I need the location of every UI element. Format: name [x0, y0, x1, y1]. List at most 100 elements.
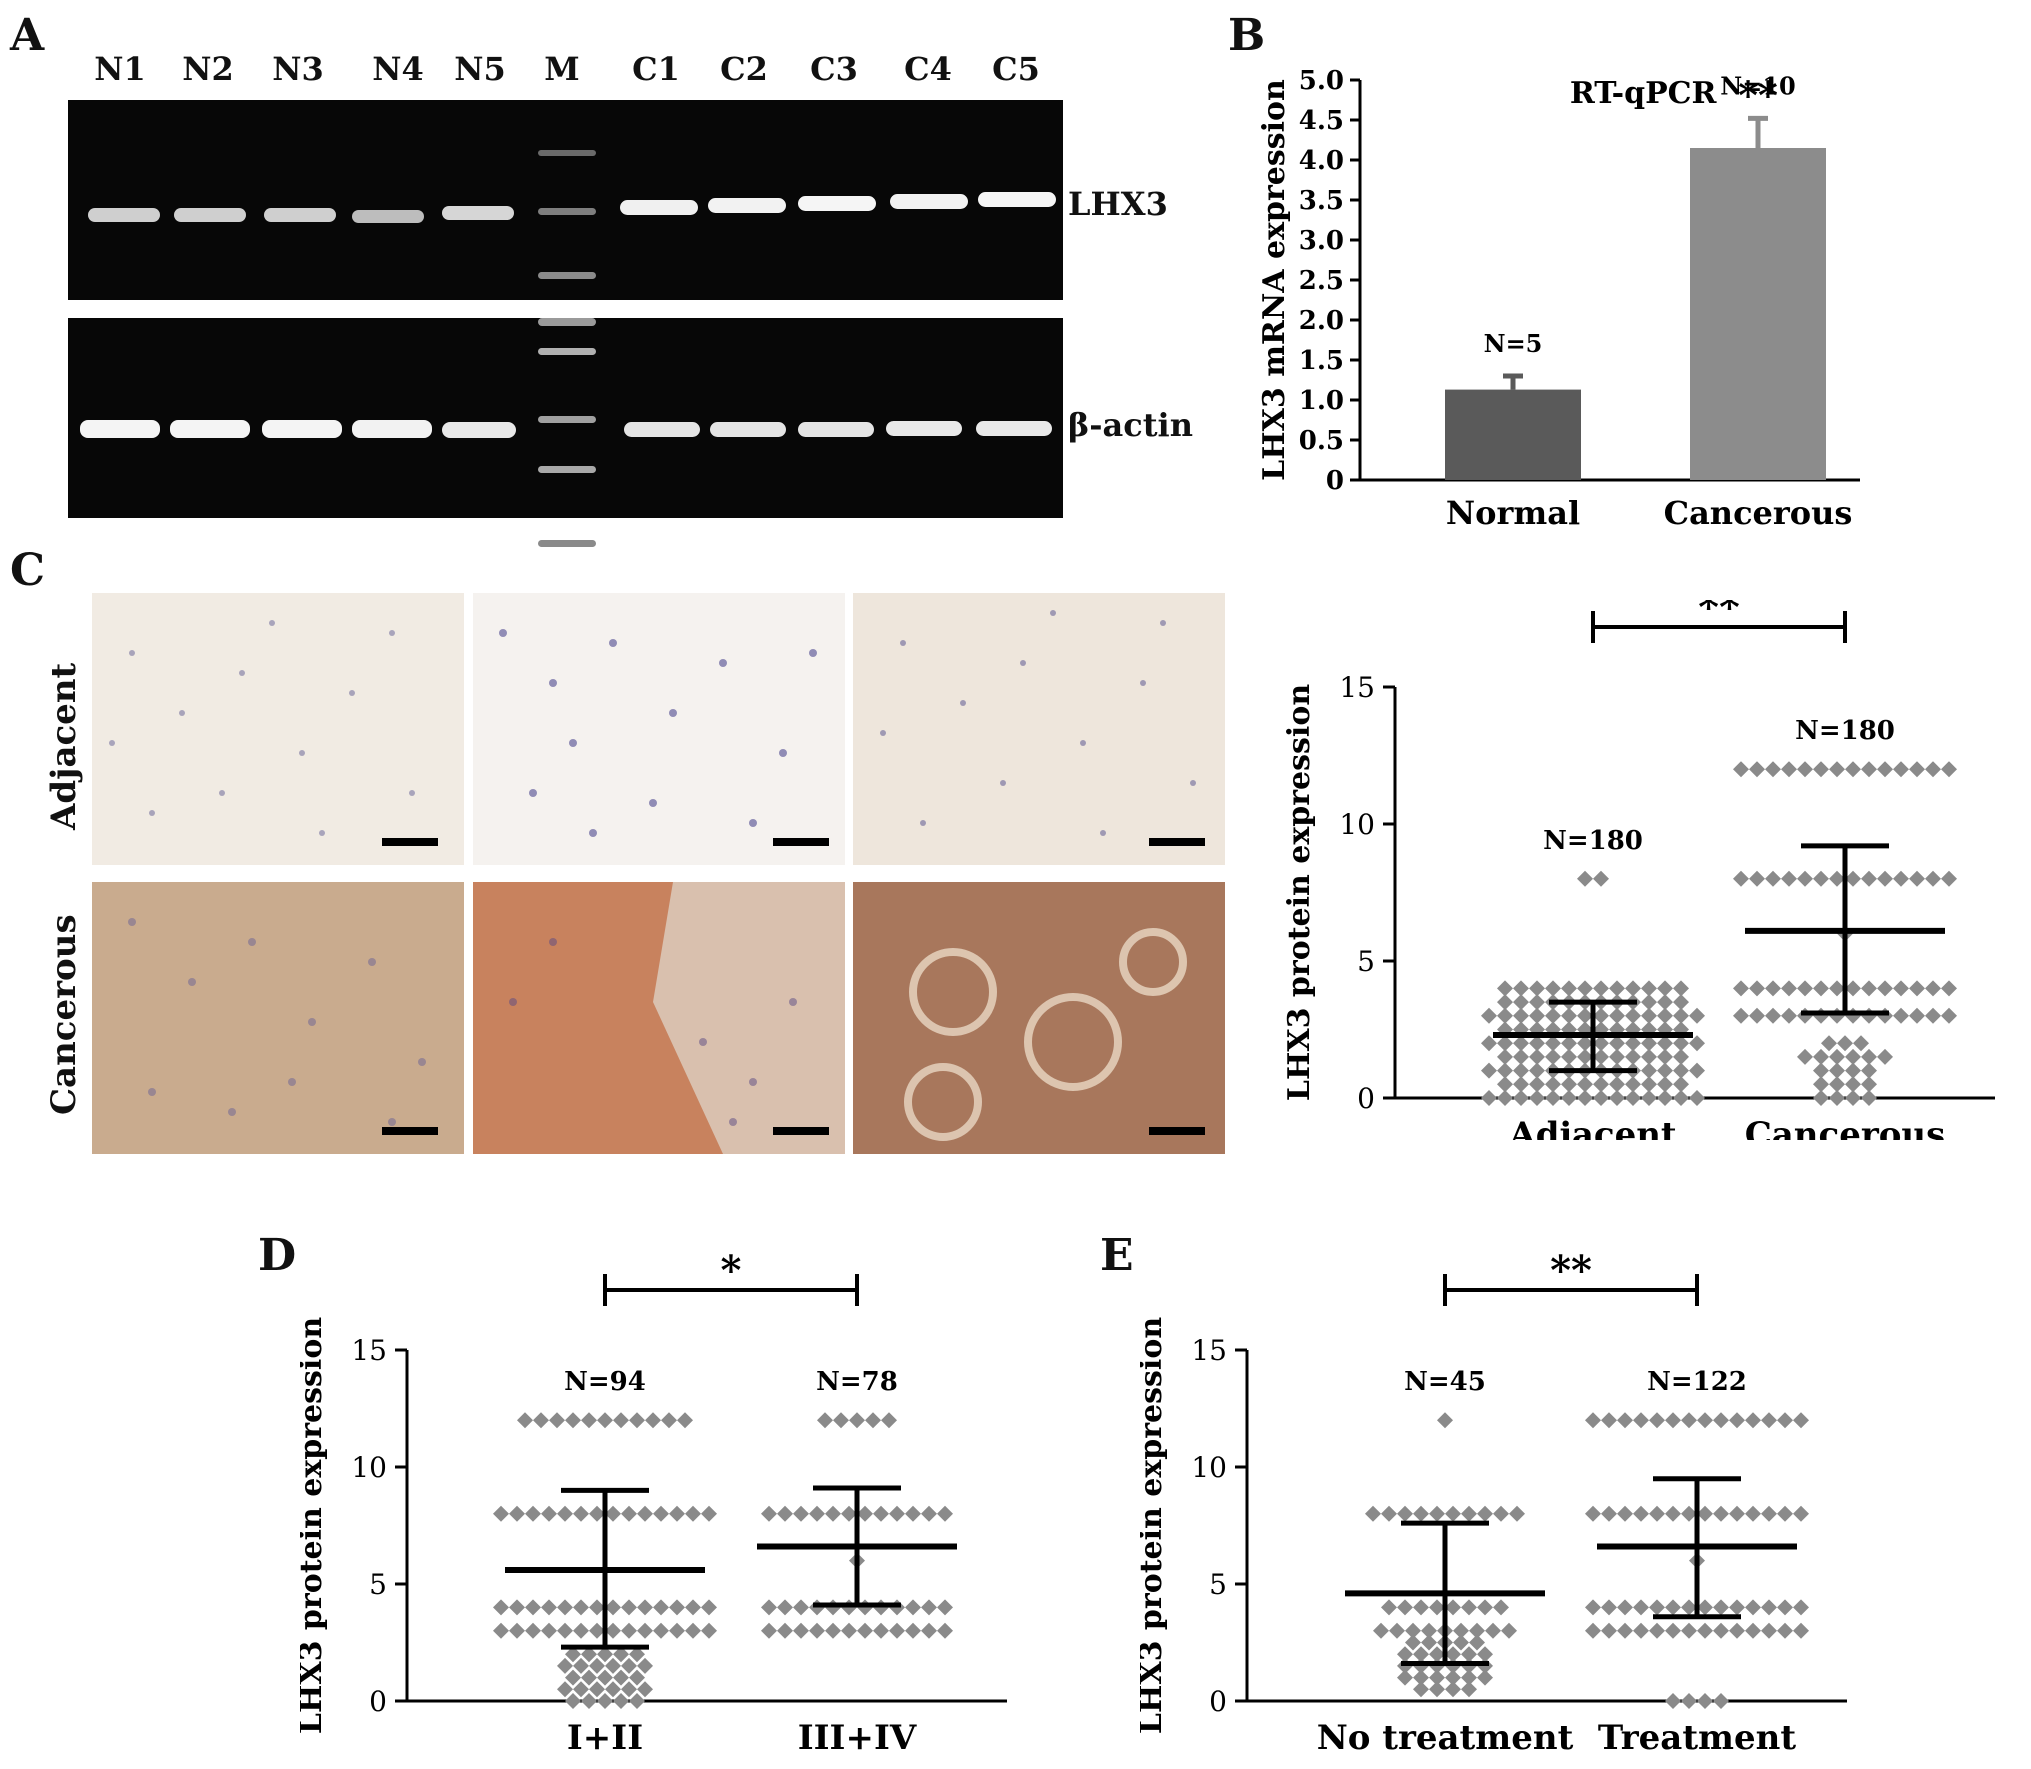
- data-point: [1697, 1505, 1713, 1522]
- data-point: [621, 1505, 637, 1522]
- data-point: [1657, 1048, 1673, 1065]
- y-tick-label: 15: [351, 1334, 387, 1367]
- data-point: [573, 1622, 589, 1639]
- gel-lhx3: [68, 100, 1063, 300]
- data-point: [1461, 1599, 1477, 1616]
- data-point: [1493, 1599, 1509, 1616]
- data-point: [685, 1599, 701, 1616]
- data-point: [1381, 1505, 1397, 1522]
- data-point: [1461, 1681, 1477, 1698]
- data-point: [873, 1505, 889, 1522]
- lane-label: C1: [632, 50, 680, 88]
- data-point: [905, 1599, 921, 1616]
- y-tick-label: 5: [1357, 945, 1375, 978]
- data-point: [1421, 1622, 1437, 1639]
- gel-band: [886, 421, 962, 436]
- data-point: [1561, 1048, 1577, 1065]
- data-point: [701, 1599, 717, 1616]
- lane-label: N5: [454, 50, 506, 88]
- data-point: [1689, 1090, 1705, 1106]
- y-tick-label: 15: [1339, 671, 1375, 704]
- ladder-band: [538, 150, 596, 156]
- n-label: N=5: [1484, 329, 1543, 358]
- data-point: [1813, 761, 1829, 778]
- n-label: N=45: [1404, 1367, 1486, 1397]
- bar: [1690, 148, 1826, 480]
- data-point: [1497, 1090, 1513, 1106]
- data-point: [1477, 1505, 1493, 1522]
- data-point: [589, 1657, 605, 1674]
- data-point: [761, 1505, 777, 1522]
- data-point: [1529, 1035, 1545, 1052]
- data-point: [1513, 1076, 1529, 1093]
- data-point: [1765, 761, 1781, 778]
- data-point: [905, 1505, 921, 1522]
- data-point: [1665, 1412, 1681, 1429]
- data-point: [761, 1622, 777, 1639]
- data-point: [1941, 870, 1957, 887]
- data-point: [1609, 1090, 1625, 1106]
- data-point: [637, 1657, 653, 1674]
- data-point: [1657, 1076, 1673, 1093]
- gel-band: [352, 210, 424, 223]
- data-point: [1793, 1622, 1809, 1639]
- data-point: [1777, 1505, 1793, 1522]
- data-point: [1713, 1599, 1729, 1616]
- data-point: [1481, 1090, 1497, 1106]
- data-point: [701, 1505, 717, 1522]
- data-point: [1729, 1505, 1745, 1522]
- data-point: [1593, 1090, 1609, 1106]
- data-point: [1601, 1622, 1617, 1639]
- data-point: [669, 1599, 685, 1616]
- data-point: [777, 1505, 793, 1522]
- data-point: [1845, 761, 1861, 778]
- data-point: [1437, 1412, 1453, 1429]
- data-point: [1625, 980, 1641, 997]
- data-point: [1925, 870, 1941, 887]
- data-point: [1545, 1035, 1561, 1052]
- data-point: [857, 1622, 873, 1639]
- data-point: [629, 1693, 645, 1709]
- y-tick-label: 15: [1191, 1334, 1227, 1367]
- data-point: [1593, 870, 1609, 887]
- data-point: [677, 1412, 693, 1429]
- data-point: [597, 1646, 613, 1663]
- data-point: [605, 1505, 621, 1522]
- scale-bar: [382, 1127, 438, 1135]
- data-point: [1829, 761, 1845, 778]
- data-point: [1509, 1505, 1525, 1522]
- data-point: [1477, 1599, 1493, 1616]
- data-point: [1617, 1622, 1633, 1639]
- data-point: [1909, 980, 1925, 997]
- data-point: [1429, 1681, 1445, 1698]
- data-point: [1481, 1035, 1497, 1052]
- data-point: [1641, 1007, 1657, 1024]
- data-point: [1625, 1090, 1641, 1106]
- data-point: [1733, 980, 1749, 997]
- data-point: [525, 1505, 541, 1522]
- data-point: [1577, 1048, 1593, 1065]
- data-point: [669, 1622, 685, 1639]
- data-point: [825, 1505, 841, 1522]
- ladder-band: [538, 272, 596, 279]
- data-point: [833, 1412, 849, 1429]
- data-point: [1405, 1622, 1421, 1639]
- x-tick-label: I+II: [567, 1718, 643, 1758]
- data-point: [865, 1412, 881, 1429]
- data-point: [1461, 1505, 1477, 1522]
- cell-nuclei: [109, 620, 415, 836]
- data-point: [1609, 980, 1625, 997]
- data-point: [1445, 1681, 1461, 1698]
- scale-bar: [773, 838, 829, 846]
- data-point: [1713, 1693, 1729, 1709]
- chart-d-stage: 0 5 10 15 LHX3 protein expression N=94 I+II N=7…: [300, 1247, 1007, 1758]
- data-point: [1713, 1505, 1729, 1522]
- data-point: [1389, 1622, 1405, 1639]
- data-point: [809, 1505, 825, 1522]
- data-point: [1877, 980, 1893, 997]
- data-point: [1649, 1412, 1665, 1429]
- data-point: [565, 1646, 581, 1663]
- data-point: [1641, 1048, 1657, 1065]
- gel-band: [80, 420, 160, 438]
- data-point: [1513, 1090, 1529, 1106]
